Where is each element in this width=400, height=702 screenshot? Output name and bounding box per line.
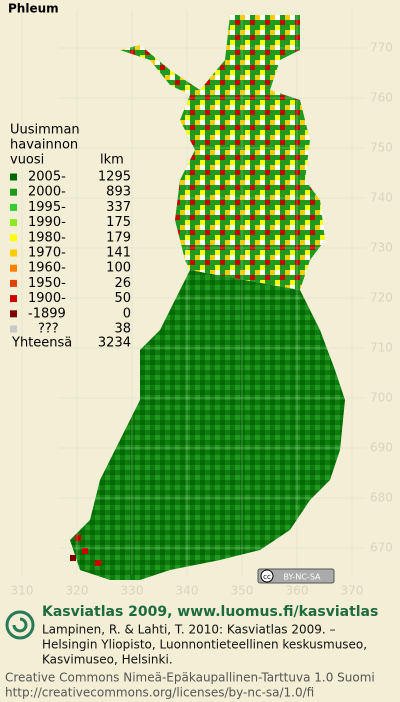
legend-count: 179 (106, 230, 131, 245)
citation-line: Lampinen, R. & Lahti, T. 2010: Kasviatla… (42, 623, 336, 637)
legend-swatch (10, 279, 17, 287)
legend-label: 1970- (28, 246, 66, 261)
y-tick-label: 680 (370, 491, 393, 505)
legend-swatch (10, 264, 17, 272)
legend-label: 1990- (28, 215, 66, 230)
x-tick-label: 350 (231, 584, 254, 598)
legend-swatch (10, 234, 17, 242)
map-title: Phleum (8, 2, 59, 16)
y-tick-label: 730 (370, 241, 393, 255)
cc-text: BY-NC-SA (283, 573, 321, 582)
legend-label: 2000- (28, 185, 66, 200)
legend-count: 1295 (98, 170, 131, 185)
aland-islands (70, 535, 101, 566)
legend-label: -1899 (28, 306, 66, 321)
legend-label: 1960- (28, 261, 66, 276)
legend-count: 337 (106, 200, 131, 215)
legend-swatch (10, 203, 17, 211)
legend-label: 1900- (28, 291, 66, 306)
total-label: Yhteensä (11, 336, 72, 351)
legend-label: 2005- (28, 170, 66, 185)
legend-label: 1950- (28, 276, 66, 291)
y-tick-label: 760 (370, 91, 393, 105)
cc-icon: cc (263, 573, 271, 581)
license-line: http://creativecommons.org/licenses/by-n… (5, 686, 314, 700)
legend-count-heading: lkm (100, 153, 124, 168)
legend-heading: havainnon (10, 138, 78, 153)
cc-badge: cc BY-NC-SA (257, 568, 335, 584)
x-tick-label: 370 (341, 584, 364, 598)
legend-swatch (10, 295, 17, 303)
legend-count: 175 (106, 215, 131, 230)
legend-swatch (10, 249, 17, 257)
legend-count: 0 (123, 306, 131, 321)
legend-count: 100 (106, 261, 131, 276)
legend-swatch (10, 325, 17, 333)
legend-count: 38 (114, 322, 131, 337)
footer-title: Kasviatlas 2009, www.luomus.fi/kasviatla… (42, 604, 378, 620)
legend-heading: Uusimman (10, 123, 80, 138)
citation-line: Helsingin Yliopisto, Luonnontieteellinen… (42, 638, 367, 652)
citation-line: Kasvimuseo, Helsinki. (42, 653, 173, 667)
legend-count: 26 (114, 276, 131, 291)
legend-swatch (10, 219, 17, 227)
y-tick-label: 750 (370, 141, 393, 155)
y-tick-label: 670 (370, 541, 393, 555)
y-tick-label: 690 (370, 441, 393, 455)
total-count: 3234 (98, 336, 131, 351)
legend-count: 50 (114, 291, 131, 306)
x-tick-label: 340 (176, 584, 199, 598)
x-tick-label: 310 (11, 584, 34, 598)
legend-heading: vuosi (10, 153, 44, 168)
legend-label: 1995- (28, 200, 66, 215)
country-south (70, 270, 345, 580)
y-tick-label: 740 (370, 191, 393, 205)
legend-swatch (10, 173, 17, 181)
legend-swatch (10, 310, 17, 318)
license-line: Creative Commons Nimeä-Epäkaupallinen-Ta… (5, 671, 375, 685)
y-tick-label: 710 (370, 341, 393, 355)
legend-label: 1980- (28, 230, 66, 245)
legend-label: ??? (38, 322, 59, 337)
y-tick-label: 720 (370, 291, 393, 305)
logo (5, 610, 35, 640)
legend-count: 141 (106, 246, 131, 261)
ticks: 310 320 330 340 350 360 370 670 680 690 700 710 720 7… (11, 41, 393, 598)
legend-swatch (10, 188, 17, 196)
x-tick-label: 360 (286, 584, 309, 598)
country-north (120, 15, 325, 290)
grid (21, 10, 365, 575)
y-tick-label: 700 (370, 391, 393, 405)
y-tick-label: 770 (370, 41, 393, 55)
x-tick-label: 320 (66, 584, 89, 598)
x-tick-label: 330 (121, 584, 144, 598)
legend-count: 893 (106, 185, 131, 200)
